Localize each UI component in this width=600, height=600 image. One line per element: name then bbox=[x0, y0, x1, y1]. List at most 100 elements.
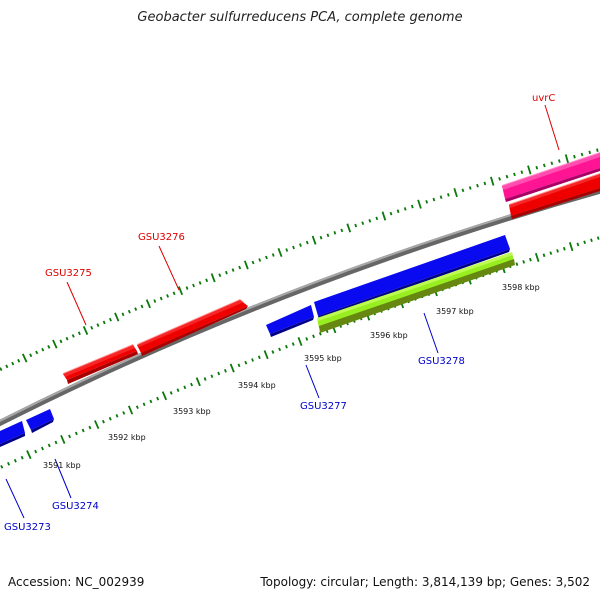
lower-major-tick bbox=[263, 350, 269, 360]
forward-gene-GSU3276[interactable] bbox=[137, 299, 248, 356]
upper-minor-tick bbox=[121, 312, 125, 317]
gene-label-GSU3273[interactable]: GSU3273 bbox=[4, 522, 51, 533]
upper-minor-tick bbox=[535, 165, 539, 170]
upper-minor-tick bbox=[41, 347, 45, 352]
upper-minor-tick bbox=[483, 181, 487, 186]
lower-minor-tick bbox=[556, 249, 559, 253]
gene-label-GSU3276[interactable]: GSU3276 bbox=[138, 232, 185, 243]
lower-minor-tick bbox=[529, 257, 532, 262]
reverse-gene-GSU3273[interactable] bbox=[0, 421, 25, 447]
lower-minor-tick bbox=[40, 446, 44, 451]
accession-label: Accession: NC_002939 bbox=[8, 575, 145, 589]
upper-minor-tick bbox=[305, 240, 309, 245]
lower-minor-tick bbox=[285, 344, 288, 349]
gene-label-GSU3278[interactable]: GSU3278 bbox=[418, 356, 465, 367]
forward-gene-uvrC[interactable] bbox=[509, 173, 600, 219]
upper-major-tick bbox=[145, 299, 151, 309]
lower-minor-tick bbox=[135, 405, 139, 409]
upper-minor-tick bbox=[573, 154, 576, 159]
reverse-gene-GSU3274[interactable] bbox=[26, 409, 54, 433]
scale-label-3596: 3596 kbp bbox=[370, 331, 408, 340]
upper-minor-tick bbox=[77, 331, 81, 336]
upper-minor-tick bbox=[185, 286, 189, 290]
lower-minor-tick bbox=[156, 396, 160, 401]
upper-minor-tick bbox=[140, 304, 144, 309]
lower-minor-tick bbox=[142, 402, 146, 407]
leader-line-GSU3276 bbox=[158, 245, 180, 291]
upper-minor-tick bbox=[403, 207, 407, 211]
upper-minor-tick bbox=[292, 245, 295, 250]
lower-minor-tick bbox=[203, 377, 207, 381]
lower-major-tick bbox=[534, 252, 540, 262]
upper-minor-tick bbox=[468, 186, 472, 190]
upper-minor-tick bbox=[218, 273, 222, 278]
lower-minor-tick bbox=[237, 363, 241, 368]
gene-label-GSU3277[interactable]: GSU3277 bbox=[300, 401, 347, 412]
forward-gene-GSU3275[interactable] bbox=[63, 344, 138, 384]
gene-label-GSU3275[interactable]: GSU3275 bbox=[45, 268, 92, 279]
upper-minor-tick bbox=[90, 325, 94, 330]
lower-minor-tick bbox=[149, 399, 153, 404]
upper-minor-tick bbox=[354, 223, 358, 228]
upper-minor-tick bbox=[96, 323, 100, 327]
scale-label-3591: 3591 kbp bbox=[43, 461, 81, 470]
upper-minor-tick bbox=[361, 221, 365, 226]
upper-minor-tick bbox=[410, 204, 414, 209]
lower-minor-tick bbox=[251, 358, 254, 362]
upper-minor-tick bbox=[71, 334, 75, 338]
lower-major-tick bbox=[229, 363, 235, 373]
upper-minor-tick bbox=[447, 193, 450, 197]
upper-major-tick bbox=[82, 326, 89, 335]
upper-minor-tick bbox=[558, 159, 561, 163]
upper-major-tick bbox=[114, 312, 120, 322]
reverse-gene-GSU3277[interactable] bbox=[266, 305, 314, 337]
upper-major-tick bbox=[564, 154, 570, 164]
upper-minor-tick bbox=[192, 283, 195, 288]
lower-minor-tick bbox=[0, 465, 4, 469]
upper-minor-tick bbox=[251, 260, 255, 265]
lower-minor-tick bbox=[522, 260, 526, 264]
upper-minor-tick bbox=[596, 148, 599, 152]
lower-minor-tick bbox=[183, 385, 187, 390]
lower-minor-tick bbox=[549, 251, 553, 255]
lower-major-tick bbox=[161, 391, 168, 401]
lower-minor-tick bbox=[13, 458, 17, 463]
upper-minor-tick bbox=[326, 233, 330, 238]
genome-info-label: Topology: circular; Length: 3,814,139 bp… bbox=[260, 575, 590, 589]
upper-minor-tick bbox=[166, 294, 170, 298]
lower-minor-tick bbox=[169, 391, 173, 395]
upper-minor-tick bbox=[265, 255, 268, 260]
upper-minor-tick bbox=[127, 309, 131, 314]
leader-line-uvrC bbox=[544, 104, 560, 151]
scale-label-3594: 3594 kbp bbox=[238, 381, 276, 390]
upper-minor-tick bbox=[65, 336, 69, 341]
upper-minor-tick bbox=[550, 161, 554, 166]
gene-label-GSU3274[interactable]: GSU3274 bbox=[52, 501, 99, 512]
lower-minor-tick bbox=[542, 253, 546, 258]
upper-minor-tick bbox=[172, 291, 176, 296]
upper-minor-tick bbox=[333, 230, 337, 235]
upper-major-tick bbox=[21, 353, 28, 363]
upper-minor-tick bbox=[505, 174, 509, 179]
upper-minor-tick bbox=[258, 258, 262, 262]
lower-minor-tick bbox=[257, 355, 261, 360]
lower-minor-tick bbox=[54, 440, 58, 445]
lower-minor-tick bbox=[122, 411, 126, 415]
lower-minor-tick bbox=[210, 374, 214, 379]
leader-line-GSU3273 bbox=[5, 478, 25, 519]
upper-minor-tick bbox=[396, 209, 400, 214]
upper-minor-tick bbox=[476, 183, 479, 188]
gene-label-uvrC[interactable]: uvrC bbox=[532, 93, 555, 104]
upper-major-tick bbox=[311, 235, 317, 245]
lower-minor-tick bbox=[115, 414, 119, 418]
lower-major-tick bbox=[26, 450, 32, 460]
upper-minor-tick bbox=[35, 350, 39, 355]
upper-minor-tick bbox=[513, 172, 516, 177]
upper-major-tick bbox=[178, 286, 184, 296]
lower-minor-tick bbox=[88, 425, 92, 430]
lower-minor-tick bbox=[291, 342, 295, 346]
scale-label-3597: 3597 kbp bbox=[436, 307, 474, 316]
upper-major-tick bbox=[490, 176, 495, 186]
upper-minor-tick bbox=[271, 253, 275, 257]
